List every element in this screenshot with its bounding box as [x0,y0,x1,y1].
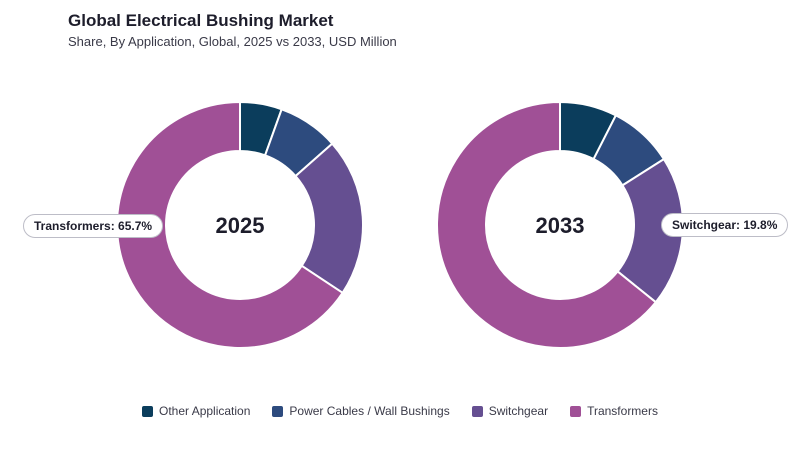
legend-swatch [570,405,582,417]
callout-2025: Transformers: 65.7% [23,214,164,238]
legend-swatch [142,405,154,417]
legend-swatch [471,405,483,417]
callout-2033: Switchgear: 19.8% [661,213,789,237]
donut-slice-transformers[interactable] [436,100,658,349]
legend-item-power-cables[interactable]: Power Cables / Wall Bushings [272,404,450,418]
legend-label: Power Cables / Wall Bushings [289,404,450,418]
donut-center-label: 2025 [216,213,265,238]
donut-slice-transformers[interactable] [116,100,344,349]
legend-item-other-application[interactable]: Other Application [142,404,250,418]
legend-item-transformers[interactable]: Transformers [570,404,658,418]
chart-title: Global Electrical Bushing Market [68,11,334,30]
legend-label: Other Application [159,404,251,418]
legend-label: Transformers [587,404,658,418]
legend-swatch [272,405,284,417]
legend-label: Switchgear [488,404,549,418]
legend: Other Application Power Cables / Wall Bu… [0,404,800,418]
legend-item-switchgear[interactable]: Switchgear [471,404,549,418]
donut-center-label: 2033 [536,213,585,238]
chart-subtitle: Share, By Application, Global, 2025 vs 2… [68,34,397,49]
